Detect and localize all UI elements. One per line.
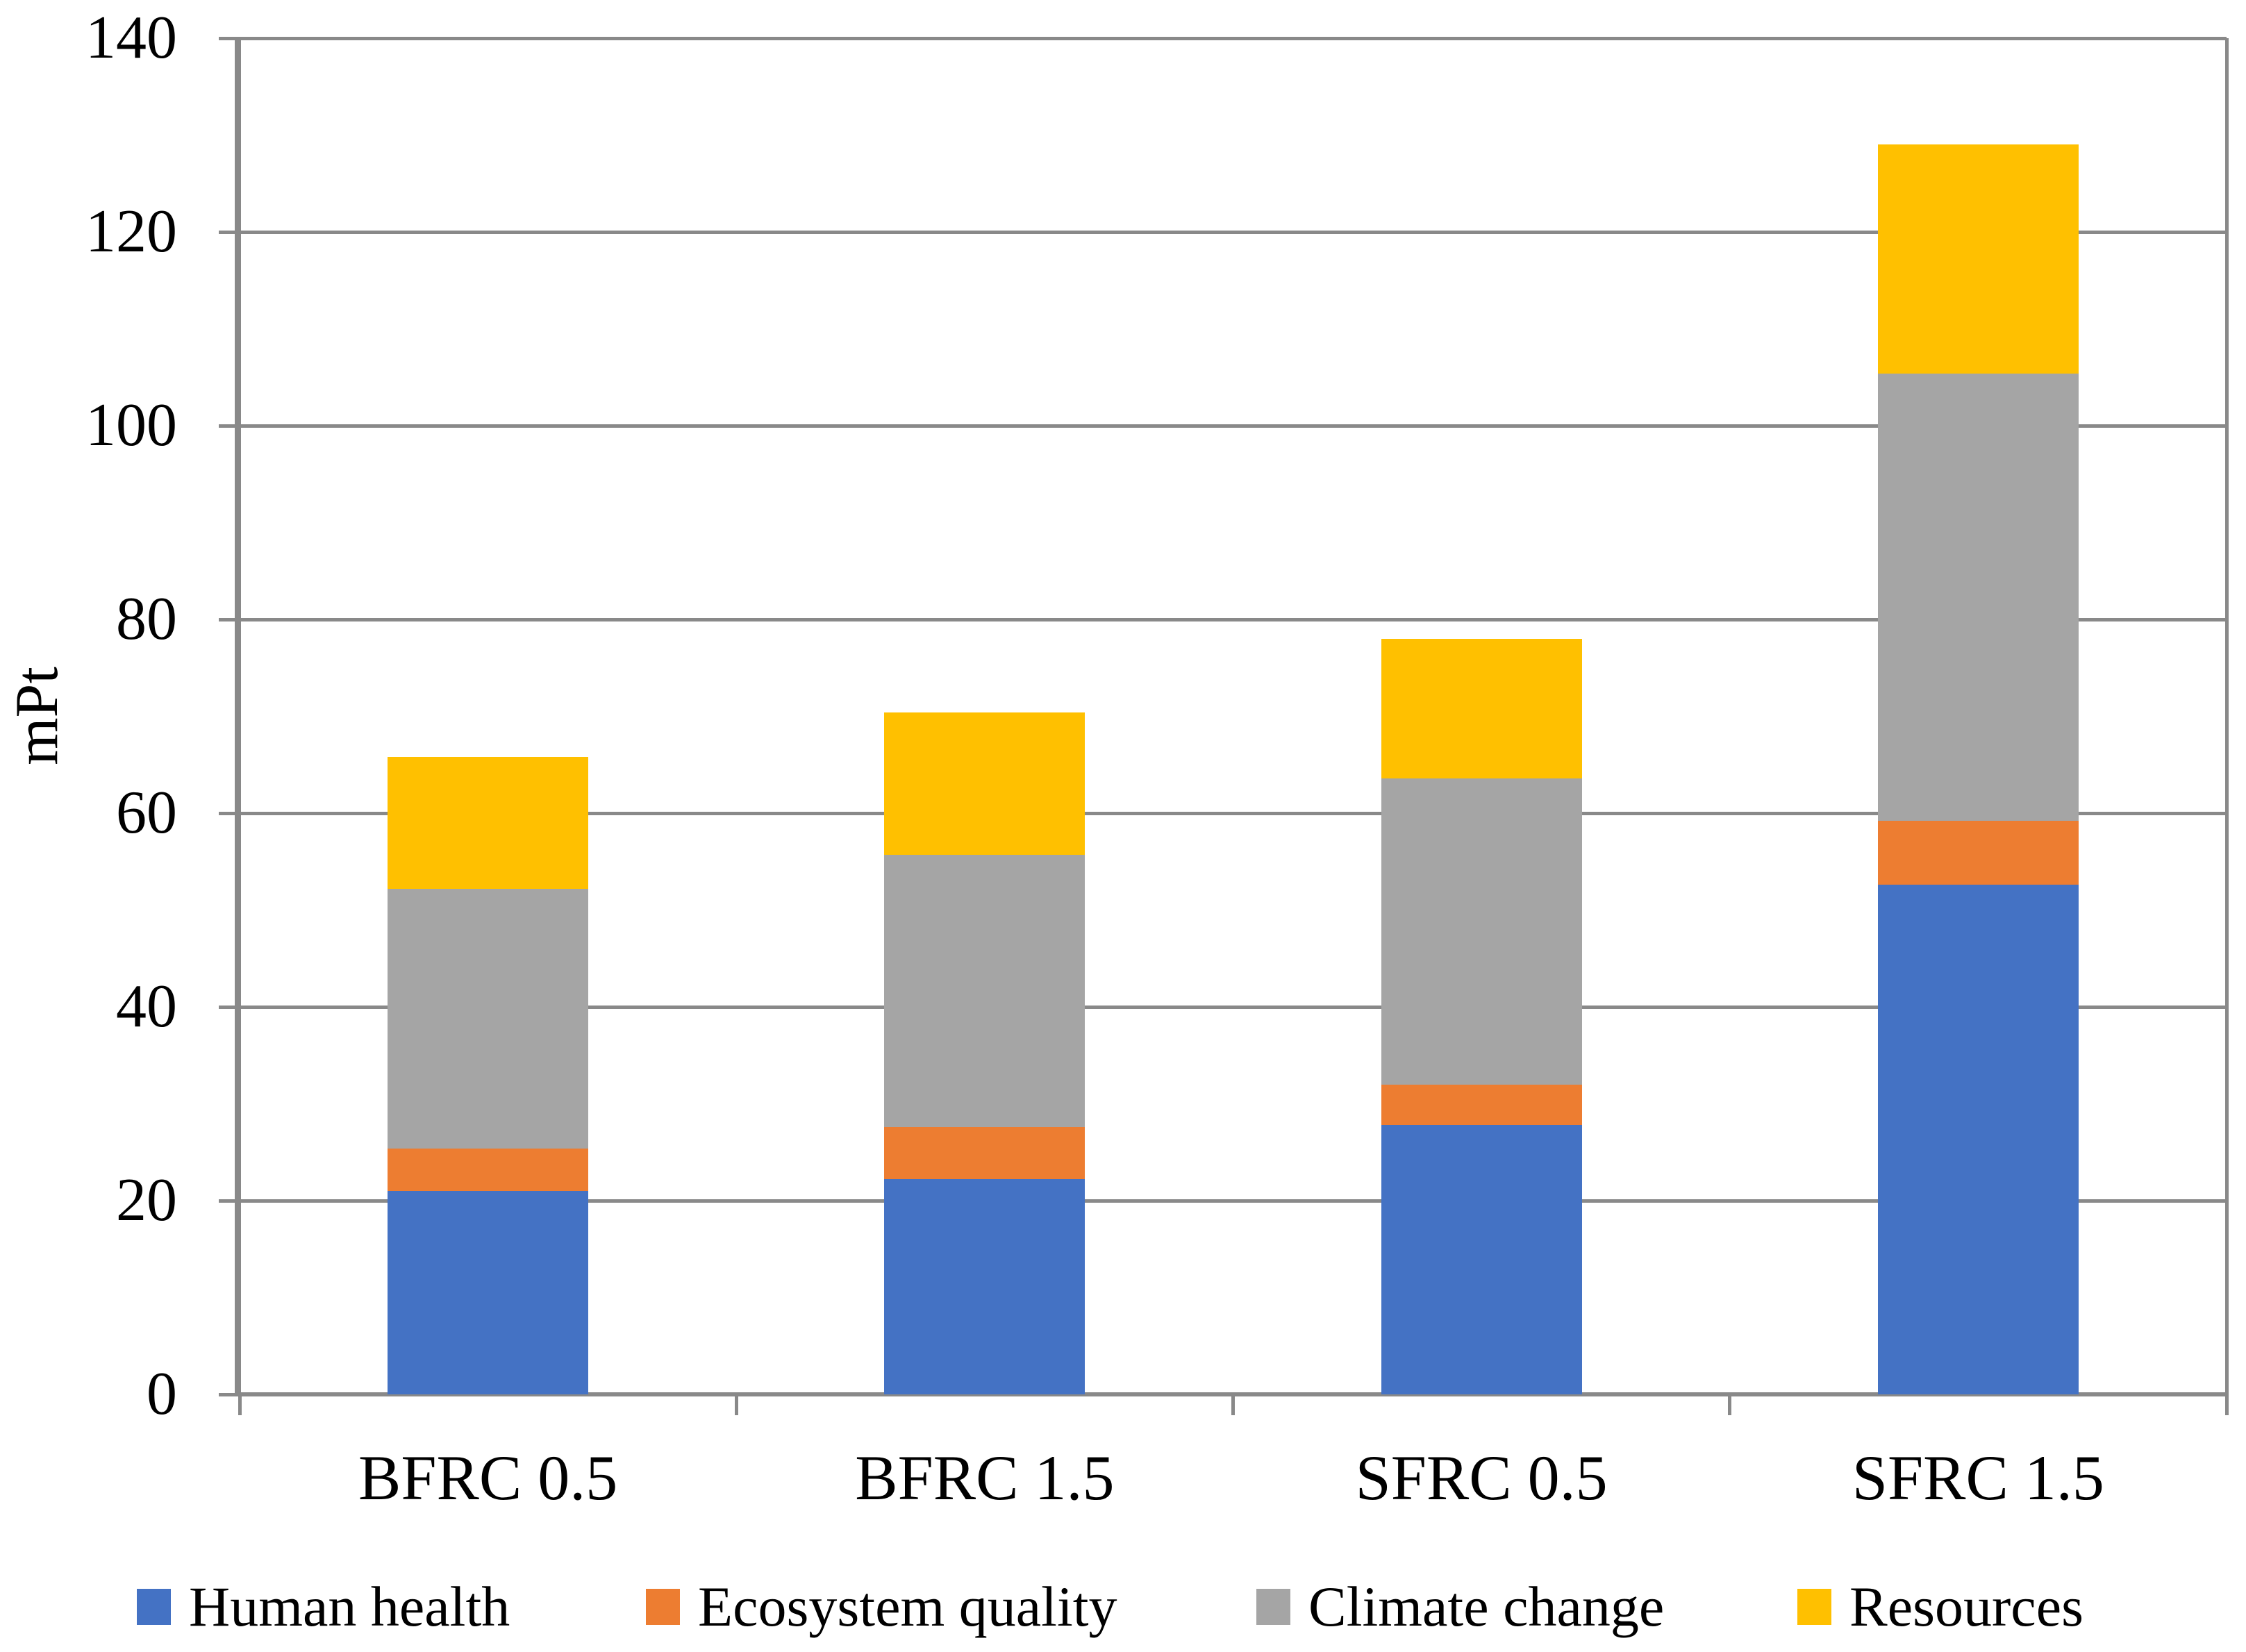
- gridline-60: [240, 811, 2227, 815]
- y-tick-label-100: 100: [85, 392, 177, 459]
- bar-segment-bfrc-0.5-climate-change: [388, 888, 589, 1149]
- bar-segment-bfrc-0.5-ecosystem-quality: [388, 1148, 589, 1192]
- bar-segment-sfrc-1.5-climate-change: [1877, 373, 2079, 821]
- y-tick-label-20: 20: [116, 1167, 177, 1234]
- bar-segment-sfrc-0.5-climate-change: [1381, 778, 1582, 1085]
- y-axis-tick-120: [219, 230, 240, 234]
- y-axis-tick-80: [219, 617, 240, 621]
- resources-legend-swatch-icon: [1797, 1589, 1831, 1625]
- y-axis-tick-140: [219, 36, 240, 40]
- y-axis-tick-60: [219, 811, 240, 815]
- legend-item-ecosystem-quality: Ecosystem quality: [646, 1578, 1117, 1635]
- bar-segment-bfrc-1.5-ecosystem-quality: [884, 1126, 1085, 1180]
- gridline-80: [240, 617, 2227, 621]
- bar-segment-sfrc-0.5-resources: [1381, 638, 1582, 778]
- legend-item-climate-change: Climate change: [1256, 1578, 1664, 1635]
- y-tick-label-80: 80: [116, 585, 177, 653]
- legend-label-climate-change: Climate change: [1308, 1575, 1665, 1638]
- bar-segment-sfrc-1.5-resources: [1877, 144, 2079, 374]
- bar-segment-bfrc-0.5-resources: [388, 757, 589, 889]
- y-tick-label-60: 60: [116, 779, 177, 846]
- x-axis-tick-2: [1231, 1394, 1235, 1415]
- legend-label-human-health: Human health: [189, 1575, 510, 1638]
- y-axis-tick-100: [219, 424, 240, 428]
- legend-item-resources: Resources: [1797, 1578, 2083, 1635]
- ecosystem-quality-legend-swatch-icon: [646, 1589, 680, 1625]
- y-tick-label-0: 0: [147, 1360, 177, 1428]
- legend-label-ecosystem-quality: Ecosystem quality: [698, 1575, 1117, 1638]
- y-axis-tick-20: [219, 1199, 240, 1203]
- x-category-label-3: SFRC 0.5: [1355, 1442, 1608, 1513]
- gridline-100: [240, 424, 2227, 428]
- bar-segment-sfrc-0.5-ecosystem-quality: [1381, 1084, 1582, 1126]
- x-axis-tick-0: [238, 1394, 242, 1415]
- human-health-legend-swatch-icon: [137, 1589, 171, 1625]
- gridline-120: [240, 230, 2227, 234]
- legend-item-human-health: Human health: [137, 1578, 510, 1635]
- y-axis-tick-0: [219, 1392, 240, 1396]
- bar-segment-bfrc-1.5-resources: [884, 712, 1085, 855]
- y-tick-label-40: 40: [116, 973, 177, 1040]
- x-category-label-1: BFRC 0.5: [358, 1442, 618, 1513]
- bar-segment-sfrc-0.5-human-health: [1381, 1125, 1582, 1394]
- x-axis-tick-4: [2224, 1394, 2229, 1415]
- y-tick-label-120: 120: [85, 198, 177, 265]
- climate-change-legend-swatch-icon: [1256, 1589, 1290, 1625]
- x-axis-tick-1: [734, 1394, 738, 1415]
- bar-segment-bfrc-1.5-climate-change: [884, 854, 1085, 1127]
- bar-segment-bfrc-1.5-human-health: [884, 1179, 1085, 1394]
- y-tick-label-140: 140: [85, 4, 177, 72]
- x-category-label-2: BFRC 1.5: [855, 1442, 1115, 1513]
- gridline-40: [240, 1005, 2227, 1009]
- gridline-140: [240, 36, 2227, 40]
- y-axis-tick-40: [219, 1005, 240, 1009]
- y-axis-line: [235, 38, 241, 1396]
- x-axis-tick-3: [1728, 1394, 1732, 1415]
- bar-segment-sfrc-1.5-human-health: [1877, 885, 2079, 1394]
- gridline-20: [240, 1199, 2227, 1203]
- legend-label-resources: Resources: [1849, 1575, 2084, 1638]
- bar-segment-bfrc-0.5-human-health: [388, 1191, 589, 1394]
- plot-right-border: [2224, 38, 2229, 1394]
- x-category-label-4: SFRC 1.5: [1852, 1442, 2104, 1513]
- bar-segment-sfrc-1.5-ecosystem-quality: [1877, 821, 2079, 885]
